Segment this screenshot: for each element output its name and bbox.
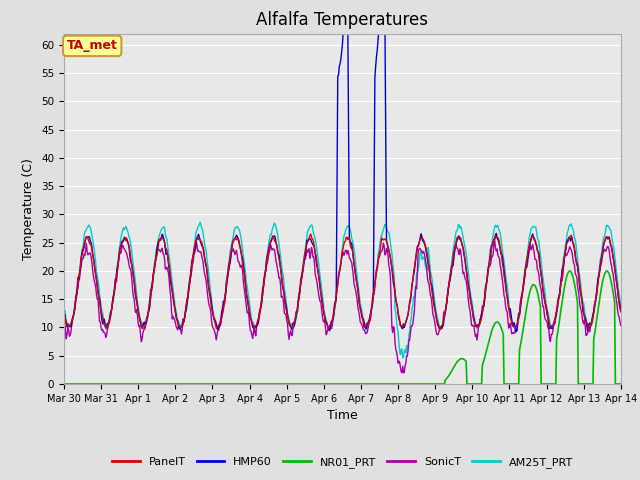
HMP60	[389, 273, 397, 278]
X-axis label: Time: Time	[327, 409, 358, 422]
NR01_PRT	[206, 381, 214, 387]
AM25T_PRT	[335, 276, 342, 282]
PanelT	[60, 347, 68, 352]
HMP60	[182, 308, 190, 313]
NR01_PRT	[60, 381, 68, 387]
PanelT	[389, 269, 397, 275]
HMP60	[334, 73, 342, 79]
Y-axis label: Temperature (C): Temperature (C)	[22, 158, 35, 260]
HMP60	[566, 238, 574, 244]
NR01_PRT	[443, 375, 451, 381]
Text: TA_met: TA_met	[67, 39, 118, 52]
AM25T_PRT	[399, 355, 406, 361]
Line: AM25T_PRT: AM25T_PRT	[64, 222, 621, 358]
SonicT	[491, 238, 499, 244]
SonicT	[388, 324, 396, 330]
NR01_PRT	[566, 268, 574, 274]
HMP60	[60, 343, 68, 349]
HMP60	[342, 16, 349, 22]
PanelT	[617, 309, 625, 315]
Title: Alfalfa Temperatures: Alfalfa Temperatures	[257, 11, 428, 29]
SonicT	[60, 352, 68, 358]
AM25T_PRT	[617, 304, 625, 310]
PanelT	[444, 292, 451, 298]
PanelT	[206, 295, 214, 300]
AM25T_PRT	[207, 291, 215, 297]
AM25T_PRT	[60, 343, 68, 349]
HMP60	[206, 291, 214, 297]
NR01_PRT	[182, 381, 190, 387]
AM25T_PRT	[445, 287, 452, 293]
NR01_PRT	[388, 381, 396, 387]
HMP60	[617, 309, 625, 314]
AM25T_PRT	[389, 259, 397, 265]
SonicT	[334, 281, 342, 287]
Line: NR01_PRT: NR01_PRT	[64, 271, 621, 384]
PanelT	[182, 302, 190, 308]
Legend: PanelT, HMP60, NR01_PRT, SonicT, AM25T_PRT: PanelT, HMP60, NR01_PRT, SonicT, AM25T_P…	[108, 453, 577, 472]
NR01_PRT	[617, 381, 625, 387]
SonicT	[206, 305, 214, 311]
SonicT	[568, 247, 575, 252]
Line: SonicT: SonicT	[64, 241, 621, 372]
Line: PanelT: PanelT	[64, 234, 621, 349]
AM25T_PRT	[196, 219, 204, 225]
PanelT	[566, 233, 574, 239]
AM25T_PRT	[182, 307, 190, 312]
HMP60	[444, 292, 451, 298]
NR01_PRT	[334, 381, 342, 387]
SonicT	[444, 290, 451, 296]
Line: HMP60: HMP60	[64, 19, 621, 346]
NR01_PRT	[566, 268, 573, 274]
SonicT	[398, 370, 406, 375]
PanelT	[307, 231, 314, 237]
AM25T_PRT	[568, 221, 575, 227]
SonicT	[182, 303, 190, 309]
PanelT	[335, 275, 342, 280]
SonicT	[617, 323, 625, 328]
